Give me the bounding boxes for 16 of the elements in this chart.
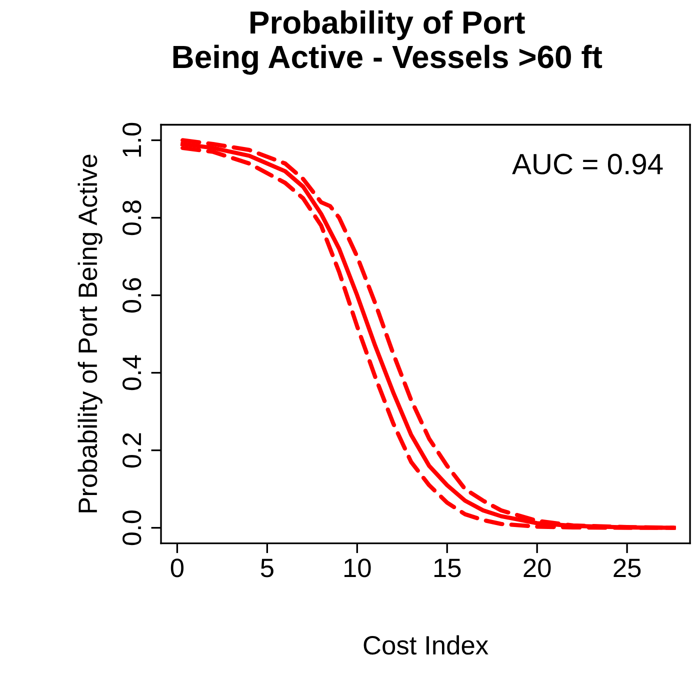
x-tick-label: 20 xyxy=(524,558,551,578)
chart-title: Probability of Port Being Active - Vessels >60 ft xyxy=(173,10,602,75)
x-tick-label: 10 xyxy=(344,558,371,578)
x-tick-label: 0 xyxy=(170,558,184,578)
x-axis-title: Cost Index xyxy=(364,635,488,655)
y-tick-label: 0.6 xyxy=(122,278,142,313)
y-tick-label: 1.0 xyxy=(122,122,142,157)
y-tick-label: 0.0 xyxy=(122,510,142,546)
y-axis-title: Probability of Port Being Active xyxy=(78,154,102,512)
x-tick-label: 25 xyxy=(614,558,641,578)
x-tick-label: 15 xyxy=(434,558,461,578)
annotation: AUC = 0.94 xyxy=(512,154,663,174)
y-tick-label: 0.4 xyxy=(122,355,142,390)
x-tick-label: 5 xyxy=(260,558,274,578)
y-tick-label: 0.2 xyxy=(122,433,142,468)
y-tick-label: 0.8 xyxy=(122,200,142,236)
